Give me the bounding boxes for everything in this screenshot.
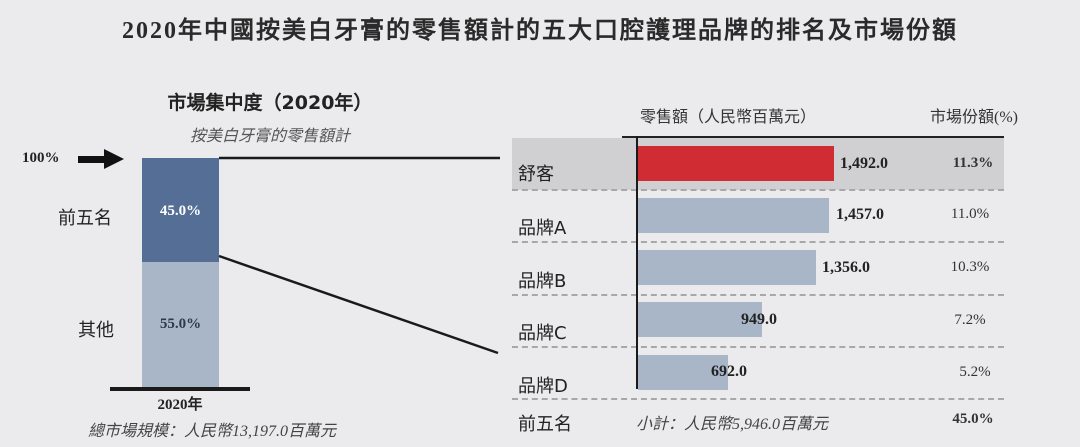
top-five-footer-label: 前五名 xyxy=(518,414,572,435)
brand-label: 舒客 xyxy=(518,164,554,185)
share-value: 11.0% xyxy=(950,206,990,222)
share-value: 11.3% xyxy=(952,155,994,171)
arrow-right-icon xyxy=(78,149,124,169)
share-value: 10.3% xyxy=(950,259,990,275)
concentration-chart-title: 市場集中度（2020年） xyxy=(167,92,373,114)
sales-bar xyxy=(638,146,834,181)
concentration-chart-subtitle: 按美白牙膏的零售額計 xyxy=(189,128,350,145)
share-column-header: 市場份額(%) xyxy=(930,109,1018,126)
x-axis-year-label: 2020年 xyxy=(157,397,203,413)
sales-bar xyxy=(638,198,829,233)
sales-bar xyxy=(638,250,816,285)
x-axis-baseline xyxy=(110,387,250,391)
row-divider xyxy=(512,346,1004,348)
share-value: 7.2% xyxy=(954,312,986,328)
total-market-size: 總市場規模：人民幣13,197.0百萬元 xyxy=(88,423,337,440)
sales-bar xyxy=(638,302,762,337)
share-value: 5.2% xyxy=(959,364,991,380)
sales-value: 692.0 xyxy=(711,363,747,380)
brand-label: 品牌A xyxy=(518,218,567,239)
row-divider xyxy=(512,189,1004,191)
sales-value: 1,457.0 xyxy=(836,206,884,223)
sales-bar xyxy=(638,355,728,390)
others-label: 其他 xyxy=(78,320,114,341)
bar-axis xyxy=(636,136,638,389)
sales-column-header: 零售額（人民幣百萬元） xyxy=(640,109,817,126)
sales-value: 1,492.0 xyxy=(840,155,888,172)
others-value: 55.0% xyxy=(159,316,202,332)
sales-value: 1,356.0 xyxy=(822,259,870,276)
row-divider xyxy=(512,398,1004,400)
subtotal-share: 45.0% xyxy=(952,411,994,427)
brand-label: 品牌D xyxy=(518,376,568,397)
row-divider xyxy=(512,241,1004,243)
top-five-value: 45.0% xyxy=(159,203,202,219)
stack-segment-top-five xyxy=(142,158,219,262)
top-five-label: 前五名 xyxy=(58,208,112,229)
row-divider xyxy=(512,294,1004,296)
brand-label: 品牌B xyxy=(518,271,567,292)
sales-value: 949.0 xyxy=(741,311,777,328)
page-title: 2020年中國按美白牙膏的零售額計的五大口腔護理品牌的排名及市場份額 xyxy=(122,18,958,44)
hundred-percent-label: 100% xyxy=(22,150,60,166)
table-top-rule xyxy=(622,136,1004,138)
brand-label: 品牌C xyxy=(518,323,567,344)
subtotal-label: 小計：人民幣5,946.0百萬元 xyxy=(636,416,829,433)
stack-segment-others xyxy=(142,262,219,388)
